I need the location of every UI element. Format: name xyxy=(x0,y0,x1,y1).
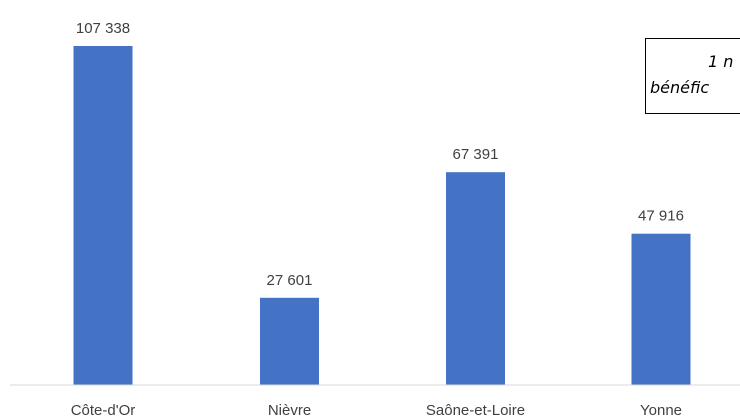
annotation-text-line2: bénéfic xyxy=(650,78,710,97)
annotation-text-line1: 1 n xyxy=(708,52,734,71)
value-label-nievre: 27 601 xyxy=(267,272,313,289)
bar-nievre xyxy=(260,297,319,385)
bars-layer xyxy=(73,46,691,385)
bar-yonne xyxy=(631,233,691,385)
value-label-yonne: 47 916 xyxy=(638,208,684,225)
value-label-saone-et-loire: 67 391 xyxy=(453,146,499,163)
value-label-cote-d-or: 107 338 xyxy=(76,20,130,37)
category-label-cote-d-or: Côte-d'Or xyxy=(71,402,136,419)
category-label-yonne: Yonne xyxy=(640,402,682,419)
bar-cote-d-or xyxy=(73,46,133,385)
category-label-saone-et-loire: Saône-et-Loire xyxy=(426,402,525,419)
value-labels-layer: 107 338 27 601 67 391 47 916 xyxy=(76,20,684,289)
annotation-box: 1 n bénéfic xyxy=(645,38,740,114)
category-labels-layer: Côte-d'Or Nièvre Saône-et-Loire Yonne xyxy=(71,402,682,419)
bar-saone-et-loire xyxy=(446,172,505,385)
category-label-nievre: Nièvre xyxy=(268,402,311,419)
